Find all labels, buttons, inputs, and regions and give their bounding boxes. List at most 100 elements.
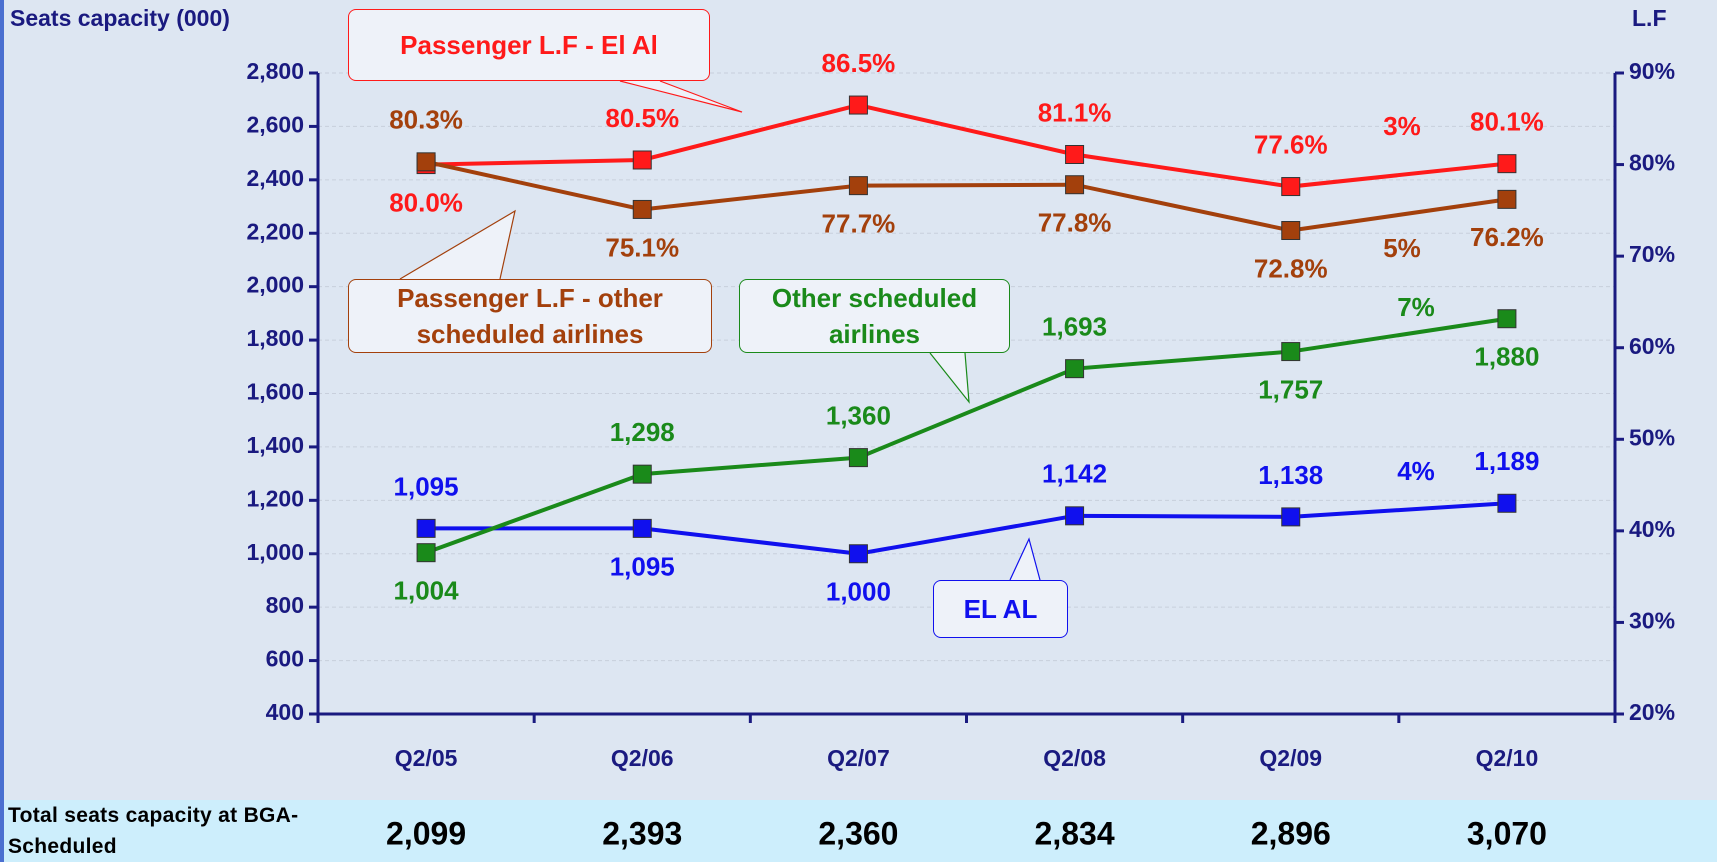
series-line [426,102,1508,189]
data-label: 80.3% [389,105,463,135]
x-tick-label: Q2/05 [395,745,458,771]
y-tick-label: 600 [266,646,304,672]
data-label: 72.8% [1254,253,1328,283]
marker [416,152,436,172]
annotation: 3% [1383,111,1421,141]
y-tick-label: 2,200 [246,218,304,244]
y-tick-label: 1,000 [246,539,304,565]
callout-pointer [619,80,743,113]
table-band [0,800,1717,862]
legend-entry: Passenger L.F - other scheduled airlines [348,279,712,353]
data-label: 1,095 [610,551,675,581]
marker [1281,221,1301,241]
legend-entry: Passenger L.F - El Al [348,9,710,81]
y-tick-label: 1,600 [246,379,304,405]
callout-pointer [399,209,516,280]
marker [1497,189,1517,209]
marker [1065,144,1085,164]
marker [1065,506,1085,526]
marker [1281,507,1301,527]
data-label: 86.5% [822,48,896,78]
marker [416,543,436,563]
y-tick-label: 1,200 [246,485,304,511]
x-tick-label: Q2/07 [827,745,890,771]
marker [1281,342,1301,362]
data-label: 1,360 [826,400,891,430]
table-value: 2,393 [602,815,682,851]
y-tick-label: 1,400 [246,432,304,458]
marker [632,518,652,538]
table-value: 2,360 [818,815,898,851]
annotation: 7% [1397,292,1435,322]
data-label: 1,757 [1258,374,1323,404]
table-value: 2,896 [1251,815,1331,851]
data-label: 1,880 [1474,342,1539,372]
annotation: 5% [1383,233,1421,263]
annotation: 4% [1397,456,1435,486]
y-tick-label: 1,800 [246,325,304,351]
data-label: 1,138 [1258,460,1323,490]
y2-tick-label: 30% [1629,608,1675,634]
y2-tick-label: 20% [1629,699,1675,725]
marker [1281,177,1301,197]
data-label: 76.2% [1470,222,1544,252]
data-label: 77.6% [1254,129,1328,159]
legend-entry: Other scheduled airlines [739,279,1010,353]
x-tick-label: Q2/10 [1476,745,1539,771]
data-label: 80.1% [1470,107,1544,137]
x-tick-label: Q2/06 [611,745,674,771]
data-label: 77.7% [822,209,896,239]
marker [1497,493,1517,513]
marker [1497,154,1517,174]
data-label: 1,693 [1042,312,1107,342]
data-label: 75.1% [605,232,679,262]
y2-tick-label: 80% [1629,150,1675,176]
y2-tick-label: 40% [1629,516,1675,542]
y2-axis-title: L.F [1632,5,1667,31]
y-tick-label: 800 [266,592,304,618]
data-label: 1,142 [1042,459,1107,489]
marker [848,544,868,564]
data-label: 1,095 [394,471,459,501]
table-value: 2,834 [1035,815,1115,851]
callout-pointer [1009,537,1041,581]
left-border [0,0,4,862]
y2-tick-label: 60% [1629,333,1675,359]
data-label: 1,004 [394,576,460,606]
data-label: 80.5% [605,103,679,133]
y-axis-title: Seats capacity (000) [10,5,230,31]
marker [416,518,436,538]
marker [1497,309,1517,329]
data-label: 81.1% [1038,97,1112,127]
data-label: 80.0% [389,187,463,217]
marker [632,464,652,484]
marker [632,150,652,170]
x-tick-label: Q2/09 [1259,745,1322,771]
series-line [425,316,1508,555]
marker [1065,359,1085,379]
y-tick-label: 2,600 [246,111,304,137]
y2-tick-label: 90% [1629,58,1675,84]
marker [632,199,652,219]
table-label: Total seats capacity at BGA-Scheduled [8,804,299,858]
legend-entry: EL AL [933,580,1068,638]
marker [1065,175,1085,195]
data-label: 77.8% [1038,208,1112,238]
y2-tick-label: 50% [1629,424,1675,450]
y-tick-label: 2,000 [246,272,304,298]
marker [848,176,868,196]
y-tick-label: 400 [266,699,304,725]
y-tick-label: 2,400 [246,165,304,191]
y-tick-label: 2,800 [246,58,304,84]
series-line [425,159,1508,233]
marker [848,95,868,115]
callout-pointer [929,352,970,404]
series-line [426,501,1508,556]
y2-tick-label: 70% [1629,241,1675,267]
table-value: 2,099 [386,815,466,851]
data-label: 1,298 [610,417,675,447]
data-label: 1,189 [1474,446,1539,476]
data-label: 1,000 [826,577,891,607]
